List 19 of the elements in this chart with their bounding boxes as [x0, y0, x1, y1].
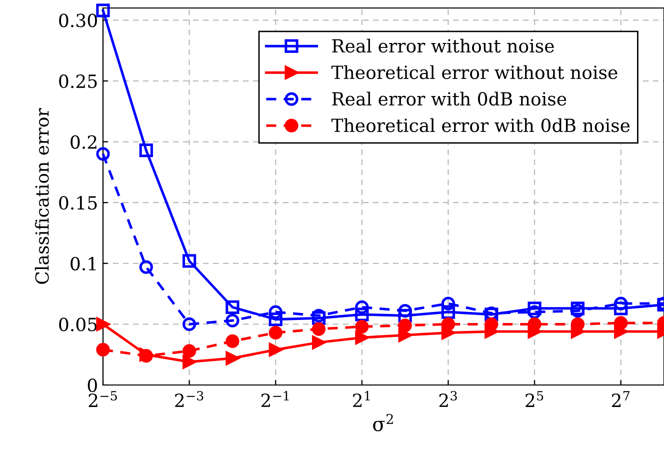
x-tick-label: 2$^{−1}$ — [261, 390, 289, 407]
y-tick-label: 0.1 — [70, 256, 96, 271]
x-axis-title: σ$^{2}$ — [373, 414, 393, 432]
y-tick-label: 0.15 — [59, 196, 97, 210]
y-tick-label: 0 — [88, 378, 97, 392]
x-tick-label: 2$^{3}$ — [439, 390, 457, 407]
x-tick-label: 2$^{−5}$ — [88, 391, 117, 407]
x-tick-label: 2$^{1}$ — [353, 390, 370, 407]
y-tick-label: 0.30 — [59, 14, 97, 28]
y-axis-title: Classification error — [34, 108, 49, 284]
x-tick-label: 2$^{−3}$ — [175, 390, 204, 407]
x-tick-label: 2$^{7}$ — [612, 391, 630, 407]
legend-label: Real error without noise — [332, 38, 554, 53]
y-tick-label: 0.2 — [70, 135, 96, 149]
legend-label: Real error with 0dB noise — [332, 92, 566, 106]
y-tick-label: 0.25 — [59, 74, 97, 88]
legend-label: Theoretical error without noise — [331, 65, 618, 80]
legend-label: Theoretical error with 0dB noise — [331, 118, 630, 132]
x-tick-label: 2$^{5}$ — [526, 391, 544, 407]
